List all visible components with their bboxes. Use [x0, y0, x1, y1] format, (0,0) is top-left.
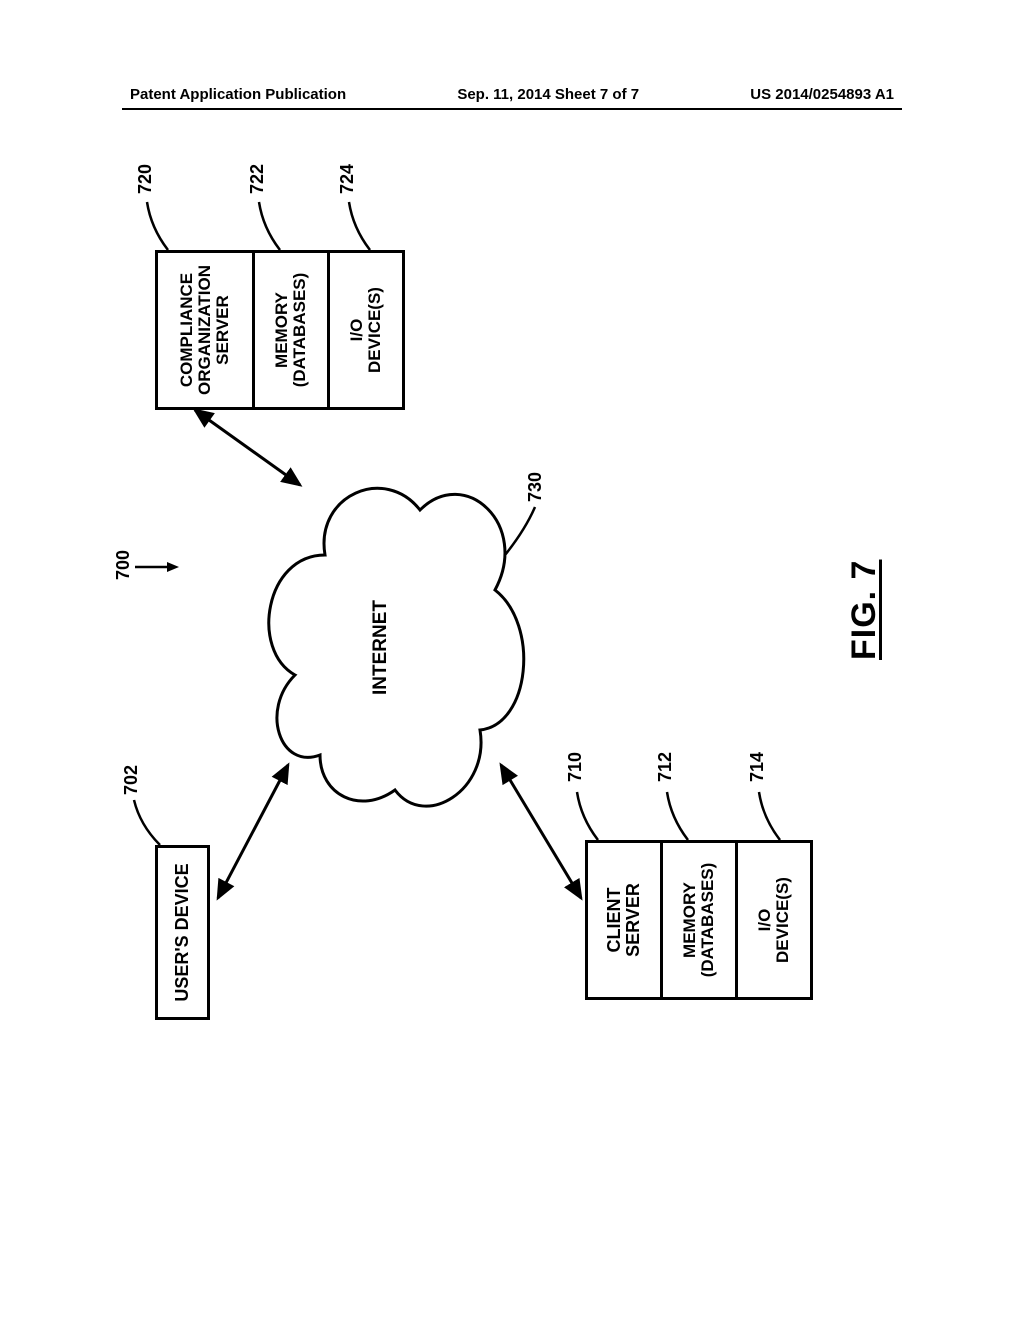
cloud-internet-label: INTERNET [370, 600, 392, 695]
arrow-cloud-compliance [185, 395, 315, 495]
node-compliance-memory: MEMORY (DATABASES) [252, 250, 330, 410]
leader-712 [663, 785, 698, 840]
node-client-io-label: I/O DEVICE(S) [756, 877, 792, 963]
node-compliance-memory-label: MEMORY (DATABASES) [273, 273, 309, 388]
leader-710 [573, 785, 608, 840]
node-client-io: I/O DEVICE(S) [735, 840, 813, 1000]
leader-720 [143, 195, 178, 250]
node-client-server: CLIENT SERVER [585, 840, 663, 1000]
page: Patent Application Publication Sep. 11, … [0, 0, 1024, 1320]
page-header: Patent Application Publication Sep. 11, … [130, 86, 894, 103]
node-client-memory-label: MEMORY (DATABASES) [681, 863, 717, 978]
leader-700 [135, 532, 183, 572]
node-client-server-label: CLIENT SERVER [605, 883, 643, 957]
ref-700: 700 [113, 550, 134, 580]
leader-714 [755, 785, 790, 840]
diagram-canvas: USER'S DEVICE 702 700 INTERNET [115, 170, 905, 1040]
header-center: Sep. 11, 2014 Sheet 7 of 7 [457, 86, 639, 103]
ref-720: 720 [135, 164, 156, 194]
leader-702 [130, 790, 170, 845]
ref-724: 724 [337, 164, 358, 194]
header-left: Patent Application Publication [130, 86, 346, 103]
ref-712: 712 [655, 752, 676, 782]
figure-7: USER'S DEVICE 702 700 INTERNET [115, 170, 905, 1040]
node-users-device: USER'S DEVICE [155, 845, 210, 1020]
leader-730 [500, 500, 545, 555]
cloud-internet-text: INTERNET [370, 600, 391, 695]
leader-722 [255, 195, 290, 250]
ref-702: 702 [121, 765, 142, 795]
arrow-user-cloud [210, 750, 300, 910]
header-rule [122, 108, 902, 110]
ref-730: 730 [525, 472, 546, 502]
figure-caption: FIG. 7 [845, 560, 884, 660]
ref-714: 714 [747, 752, 768, 782]
node-client-memory: MEMORY (DATABASES) [660, 840, 738, 1000]
figure-caption-text: FIG. 7 [845, 560, 883, 660]
node-compliance-server-label: COMPLIANCE ORGANIZATION SERVER [178, 265, 232, 395]
header-right: US 2014/0254893 A1 [750, 86, 894, 103]
leader-724 [345, 195, 380, 250]
ref-722: 722 [247, 164, 268, 194]
node-compliance-io: I/O DEVICE(S) [327, 250, 405, 410]
node-compliance-io-label: I/O DEVICE(S) [348, 287, 384, 373]
ref-710: 710 [565, 752, 586, 782]
node-compliance-server: COMPLIANCE ORGANIZATION SERVER [155, 250, 255, 410]
node-users-device-label: USER'S DEVICE [173, 863, 192, 1001]
